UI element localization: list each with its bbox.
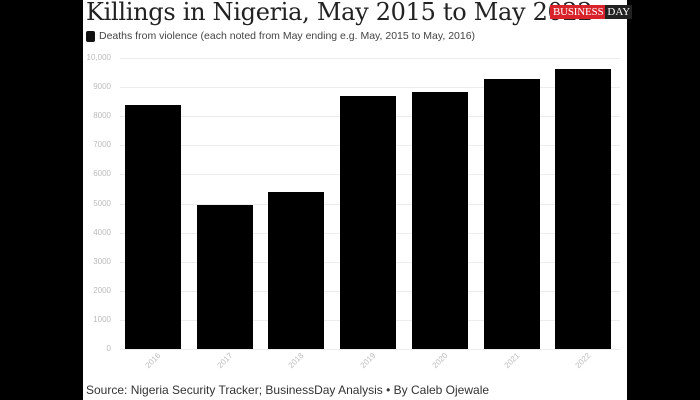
- gridline: [120, 349, 620, 350]
- x-tick-label: 2021: [502, 351, 521, 370]
- logo-part-business: BUSINESS: [550, 5, 606, 19]
- bar-2021[interactable]: [483, 79, 540, 349]
- gridline: [120, 58, 620, 59]
- bar-2022[interactable]: [555, 69, 612, 349]
- bar-2019[interactable]: [340, 96, 397, 349]
- y-tick-label: 4000: [93, 227, 111, 237]
- y-tick-label: 9000: [93, 82, 111, 92]
- legend-swatch-icon: [86, 30, 95, 42]
- x-tick-label: 2022: [573, 351, 593, 370]
- x-tick-label: 2019: [358, 351, 378, 370]
- y-tick-label: 1000: [93, 314, 111, 324]
- x-tick-label: 2017: [215, 351, 235, 370]
- y-tick-label: 3000: [93, 256, 111, 266]
- y-tick-label: 8000: [93, 111, 111, 121]
- bar-2018[interactable]: [268, 192, 325, 349]
- y-tick-label: 2000: [93, 285, 111, 295]
- source-note: Source: Nigeria Security Tracker; Busine…: [86, 383, 490, 397]
- x-tick-label: 2020: [430, 351, 450, 370]
- y-tick-label: 5000: [93, 198, 111, 208]
- y-tick-label: 0: [106, 344, 111, 353]
- y-tick-label: 10,000: [86, 53, 111, 62]
- bar-2020[interactable]: [411, 92, 468, 349]
- bar-2016[interactable]: [125, 104, 181, 349]
- businessday-logo: BUSINESS DAY: [550, 5, 633, 19]
- plot-area: 0 1000 2000 3000 4000 5000 6000 7000 8000 9000 10,…: [83, 0, 627, 400]
- chart-panel: Killings in Nigeria, May 2015 to May 202…: [83, 0, 633, 400]
- chart-title: Killings in Nigeria, May 2015 to May 202…: [86, 0, 593, 26]
- y-tick-label: 6000: [93, 169, 111, 179]
- bar-2017[interactable]: [196, 204, 253, 349]
- y-tick-label: 7000: [93, 140, 111, 150]
- x-tick-label: 2016: [143, 351, 163, 370]
- legend: Deaths from violence (each noted from Ma…: [86, 30, 475, 42]
- legend-label: Deaths from violence (each noted from Ma…: [99, 30, 476, 42]
- gridline: [120, 87, 620, 89]
- x-tick-label: 2018: [286, 351, 306, 370]
- logo-part-day: DAY: [605, 5, 633, 19]
